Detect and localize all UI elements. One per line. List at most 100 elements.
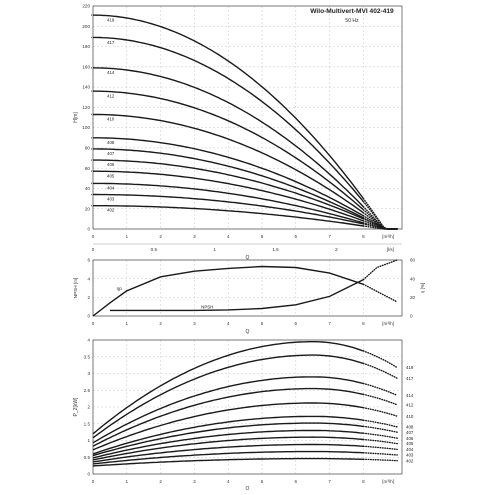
head-series-label-404: 404	[107, 185, 115, 190]
pow-y-tick-label: 4	[87, 338, 90, 343]
head-series-label-407: 407	[107, 151, 115, 156]
head-curve-407	[93, 148, 364, 219]
head-series-label-408: 408	[107, 140, 115, 145]
head-frame	[92, 5, 403, 230]
head-y-tick-label: 180	[82, 44, 90, 49]
head-x-tick-label: 6	[295, 234, 298, 239]
eff-x-tick-label: 2	[159, 321, 162, 326]
chart-subtitle: 50 Hz	[345, 18, 359, 24]
eff-series-label-npsh: NPSH	[201, 304, 213, 309]
pow-series-label-414: 414	[406, 393, 414, 398]
pow-y-tick-label: 1	[87, 438, 90, 443]
pow-y-tick-label: 1.5	[84, 421, 91, 426]
head-curve-412	[92, 90, 364, 211]
head-x-tick-label: 8	[362, 234, 365, 239]
pow-curve-tail-410	[362, 407, 398, 417]
head-x-tick-label: 4	[227, 234, 230, 239]
head-x-tick-label: 3	[193, 234, 196, 239]
head-series-label-406: 406	[107, 162, 115, 167]
pow-x-unit: [m³/h]	[382, 479, 394, 484]
head-series-label-403: 403	[107, 197, 115, 202]
head-curve-406	[93, 159, 364, 220]
pow-x-tick-label: 6	[295, 479, 298, 484]
pow-y-tick-label: 3.5	[84, 354, 91, 359]
pow-y-label: P_2[kW]	[73, 397, 79, 417]
pow-series-label-406: 406	[406, 436, 414, 441]
head-y-tick-label: 120	[82, 105, 90, 110]
pow-series-label-407: 407	[406, 430, 414, 435]
pow-y-tick-label: 2	[87, 405, 90, 410]
head-x2-tick-label: 1	[213, 247, 216, 252]
head-series-label-402: 402	[107, 208, 115, 213]
eff-x-unit: [m³/h]	[382, 321, 394, 326]
head-y-tick-label: 20	[85, 206, 91, 211]
head-series-label-419: 419	[107, 18, 115, 23]
head-curve-414	[92, 67, 364, 208]
pow-curve-403	[92, 450, 364, 465]
pow-curve-417	[92, 354, 364, 439]
pow-x-tick-label: 4	[227, 479, 230, 484]
pow-curve-412	[92, 387, 364, 447]
head-x2-tick-label: 2	[335, 247, 338, 252]
head-curve-419	[92, 14, 364, 200]
eff-y2-tick-label: 60	[410, 258, 416, 263]
pow-curve-408	[92, 415, 364, 455]
pow-series-label-412: 412	[406, 402, 414, 407]
pow-curve-tail-403	[362, 452, 398, 456]
eff-x-tick-label: 1	[126, 321, 129, 326]
pow-x-tick-label: 2	[159, 479, 162, 484]
pow-x-tick-label: 0	[92, 479, 95, 484]
pow-series-label-410: 410	[406, 414, 414, 419]
eff-y2-tick-label: 40	[410, 276, 416, 281]
head-y-tick-label: 0	[87, 227, 90, 232]
pow-series-label-402: 402	[406, 458, 414, 463]
pow-curve-tail-417	[362, 362, 398, 379]
pow-curve-tail-404	[362, 445, 398, 451]
head-series-label-410: 410	[107, 117, 115, 122]
eff-series-label-eta: ηp	[117, 286, 123, 291]
head-x-tick-label: 0	[92, 234, 95, 239]
pow-series-label-419: 419	[406, 365, 414, 370]
pow-series-label-404: 404	[406, 447, 414, 452]
eff-y-tick-label: 6	[87, 258, 90, 263]
pow-series-label-405: 405	[406, 441, 414, 446]
head-x2-unit: [l/s]	[387, 247, 394, 252]
head-y-tick-label: 80	[85, 146, 91, 151]
chart-title: Wilo-Multivert-MVI 402-419	[310, 8, 394, 15]
head-y-tick-label: 200	[82, 24, 90, 29]
head-y-tick-label: 40	[85, 186, 91, 191]
head-curve-405	[93, 170, 364, 222]
pow-x-tick-label: 7	[328, 479, 331, 484]
eff-x-tick-label: 8	[362, 321, 365, 326]
pow-series-label-408: 408	[406, 425, 414, 430]
head-curve-404	[93, 182, 364, 224]
pow-series-label-403: 403	[406, 453, 414, 458]
pow-x-tick-label: 1	[126, 479, 129, 484]
eff-curve-npsh-tail	[362, 259, 398, 281]
eff-x-tick-label: 5	[261, 321, 264, 326]
pow-x-label: Q	[246, 486, 250, 490]
head-series-label-412: 412	[107, 93, 115, 98]
pow-curve-tail-406	[362, 432, 398, 439]
pow-curve-402	[92, 457, 364, 467]
eff-y-tick-label: 4	[87, 276, 90, 281]
eff-y-label-left: NPSH [m]	[73, 278, 78, 298]
head-y-tick-label: 160	[82, 64, 90, 69]
pow-curve-406	[92, 429, 364, 459]
eff-y-tick-label: 0	[87, 314, 90, 319]
pow-curve-405	[92, 436, 364, 461]
head-x-label: Q	[246, 255, 250, 261]
head-curve-408	[93, 137, 364, 217]
head-y-tick-label: 140	[82, 85, 90, 90]
eff-x-label: Q	[246, 329, 250, 335]
eff-y2-tick-label: 20	[410, 295, 416, 300]
head-curve-410	[93, 113, 364, 214]
pow-curve-tail-402	[362, 458, 398, 462]
pow-curve-407	[92, 422, 364, 457]
head-series-label-414: 414	[107, 70, 115, 75]
head-series-label-405: 405	[107, 173, 115, 178]
pow-curve-419	[92, 341, 364, 435]
